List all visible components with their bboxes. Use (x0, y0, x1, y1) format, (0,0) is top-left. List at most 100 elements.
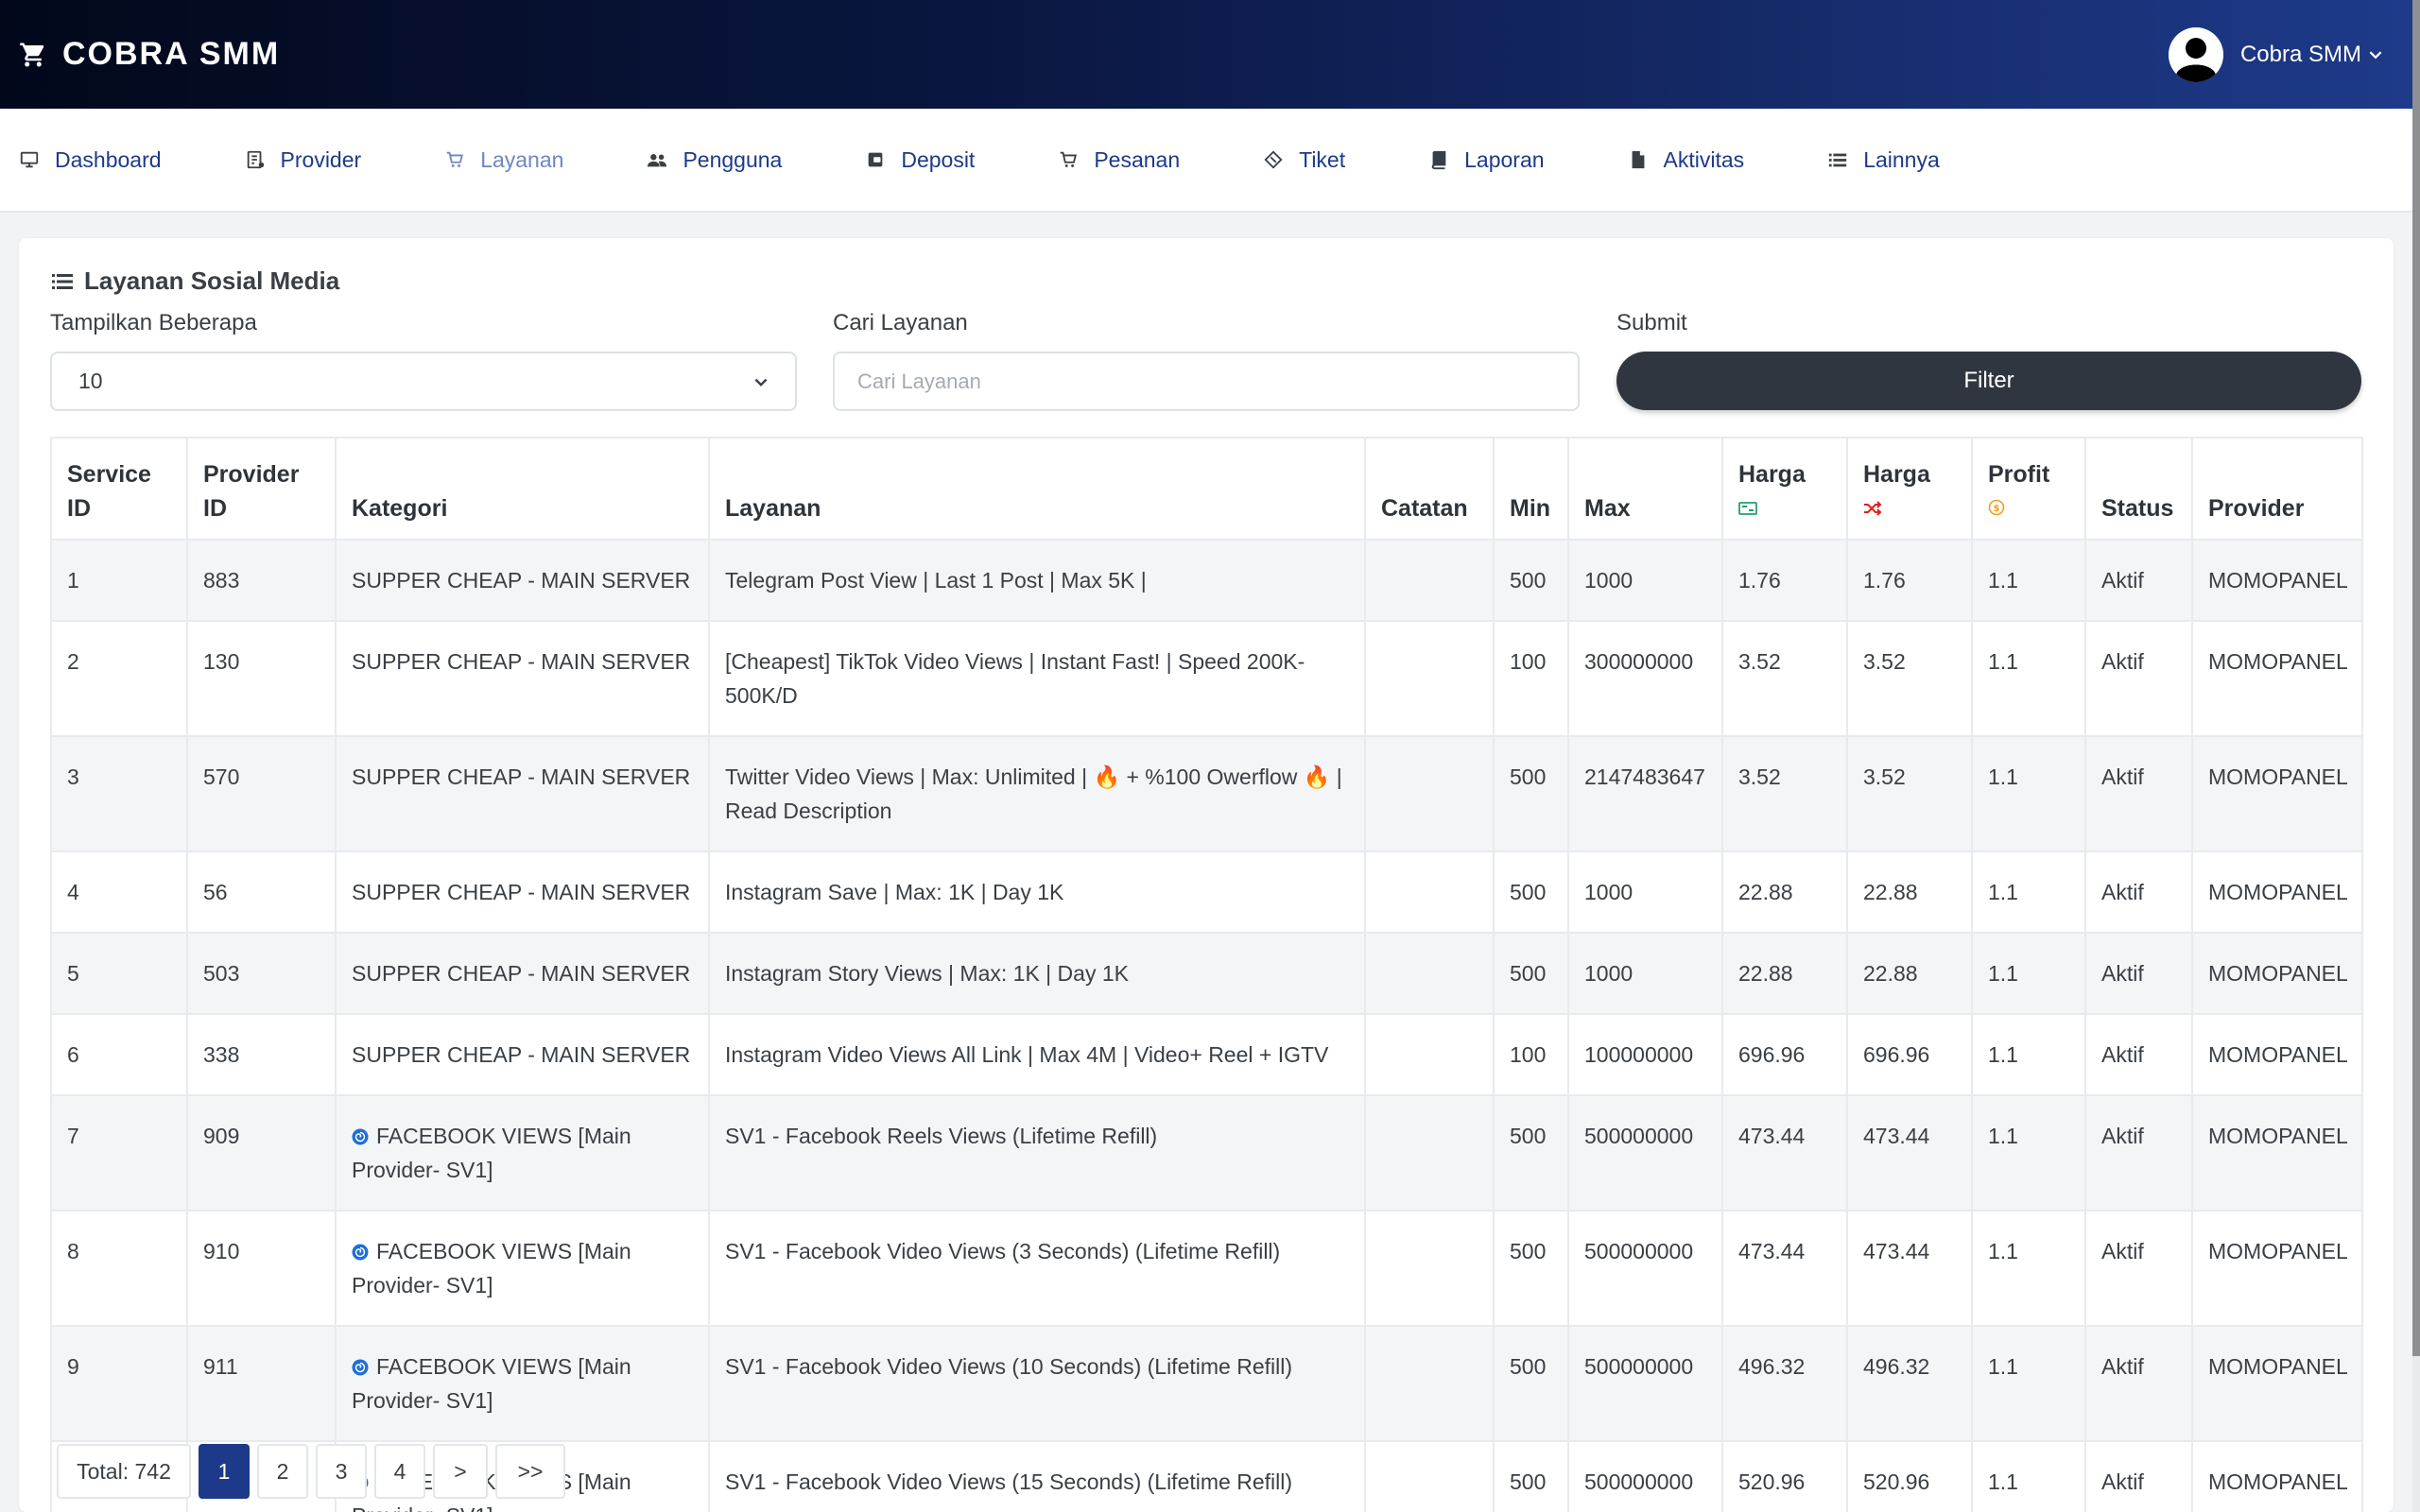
cell-provider: MOMOPANEL (2191, 735, 2363, 852)
cell-provider: MOMOPANEL (2191, 539, 2363, 622)
nav-dashboard[interactable]: Dashboard (19, 147, 162, 173)
cell-harga-1: 520.96 (1721, 1440, 1848, 1512)
page-4-button[interactable]: 4 (374, 1444, 425, 1499)
cell-service-id: 8 (50, 1210, 188, 1327)
col-status[interactable]: Status (2084, 437, 2193, 541)
cell-provider: MOMOPANEL (2191, 1325, 2363, 1442)
cell-layanan: Instagram Video Views All Link | Max 4M … (708, 1013, 1366, 1096)
cell-profit: 1.1 (1971, 1094, 2086, 1211)
col-max[interactable]: Max (1567, 437, 1723, 541)
cell-status: Aktif (2084, 1325, 2193, 1442)
cell-min: 500 (1493, 539, 1569, 622)
nav-label: Dashboard (55, 146, 162, 172)
show-count-select[interactable]: 10 (50, 352, 797, 411)
col-catatan[interactable]: Catatan (1364, 437, 1495, 541)
nav-label: Tiket (1299, 146, 1346, 172)
brand[interactable]: COBRA SMM (19, 36, 280, 73)
col-profit[interactable]: Profit $ (1971, 437, 2086, 541)
page-scrollbar[interactable] (2412, 0, 2420, 1512)
cell-status: Aktif (2084, 1013, 2193, 1096)
cell-kategori: SUPPER CHEAP - MAIN SERVER (335, 735, 710, 852)
user-menu[interactable]: Cobra SMM (2168, 26, 2401, 82)
table-row: 3 570 SUPPER CHEAP - MAIN SERVER Twitter Vi… (50, 735, 2363, 852)
cell-service-id: 7 (50, 1094, 188, 1211)
server-icon (247, 150, 264, 169)
cell-kategori: SUPPER CHEAP - MAIN SERVER (335, 932, 710, 1015)
cell-provider: MOMOPANEL (2191, 620, 2363, 737)
page-2-button[interactable]: 2 (257, 1444, 308, 1499)
cell-harga-1: 3.52 (1721, 735, 1848, 852)
cell-harga-2: 473.44 (1846, 1210, 1973, 1327)
table-body: 1 883 SUPPER CHEAP - MAIN SERVER Telegram P… (50, 539, 2363, 1512)
col-min[interactable]: Min (1493, 437, 1569, 541)
cell-min: 500 (1493, 1210, 1569, 1327)
col-harga-2[interactable]: Harga (1846, 437, 1973, 541)
cell-harga-1: 496.32 (1721, 1325, 1848, 1442)
cell-status: Aktif (2084, 1094, 2193, 1211)
cell-profit: 1.1 (1971, 1013, 2086, 1096)
cell-max: 1000 (1567, 932, 1723, 1015)
cell-layanan: SV1 - Facebook Reels Views (Lifetime Ref… (708, 1094, 1366, 1211)
nav-lainnya[interactable]: Lainnya (1827, 147, 1940, 173)
cell-provider-id: 910 (186, 1210, 337, 1327)
nav-laporan[interactable]: Laporan (1428, 147, 1545, 173)
nav-tiket[interactable]: Tiket (1263, 147, 1345, 173)
cell-max: 500000000 (1567, 1325, 1723, 1442)
cell-status: Aktif (2084, 1440, 2193, 1512)
next-page-button[interactable]: > (433, 1444, 488, 1499)
cell-provider-id: 56 (186, 850, 337, 934)
search-input[interactable] (857, 369, 1555, 394)
cell-harga-2: 22.88 (1846, 932, 1973, 1015)
page-3-button[interactable]: 3 (316, 1444, 367, 1499)
cell-max: 1000 (1567, 850, 1723, 934)
search-field[interactable] (833, 352, 1580, 411)
cell-layanan: SV1 - Facebook Video Views (3 Seconds) (… (708, 1210, 1366, 1327)
cell-provider: MOMOPANEL (2191, 850, 2363, 934)
col-harga-2-label: Harga (1863, 461, 1930, 488)
table-row: 1 883 SUPPER CHEAP - MAIN SERVER Telegram P… (50, 539, 2363, 622)
col-service-id[interactable]: Service ID (50, 437, 188, 541)
cell-kategori: SUPPER CHEAP - MAIN SERVER (335, 1013, 710, 1096)
col-provider[interactable]: Provider (2191, 437, 2363, 541)
user-name: Cobra SMM (2239, 41, 2361, 67)
cell-min: 500 (1493, 1094, 1569, 1211)
nav-layanan[interactable]: Layanan (444, 147, 563, 173)
col-provider-id[interactable]: Provider ID (186, 437, 337, 541)
nav-pesanan[interactable]: Pesanan (1058, 147, 1180, 173)
spiral-icon (352, 1359, 369, 1376)
nav-deposit[interactable]: Deposit (865, 147, 975, 173)
kategori-text: FACEBOOK VIEWS [Main Provider- SV1] (352, 1124, 631, 1182)
user-avatar-icon (2168, 26, 2223, 82)
nav-label: Aktivitas (1663, 146, 1745, 172)
cell-service-id: 3 (50, 735, 188, 852)
nav-label: Lainnya (1863, 146, 1940, 172)
nav-aktivitas[interactable]: Aktivitas (1628, 146, 1745, 173)
nav-provider[interactable]: Provider (245, 147, 361, 173)
services-table: Service ID Provider ID Kategori Layanan … (50, 437, 2363, 1512)
cell-layanan: Instagram Save | Max: 1K | Day 1K (708, 850, 1366, 934)
money-icon (1738, 502, 1757, 515)
cell-harga-1: 696.96 (1721, 1013, 1848, 1096)
filter-button[interactable]: Filter (1616, 352, 2361, 410)
cell-service-id: 5 (50, 932, 188, 1015)
nav-pengguna[interactable]: Pengguna (647, 147, 782, 173)
cell-catatan (1364, 1440, 1495, 1512)
cell-min: 500 (1493, 1440, 1569, 1512)
col-harga-1[interactable]: Harga (1721, 437, 1848, 541)
cell-layanan: [Cheapest] TikTok Video Views | Instant … (708, 620, 1366, 737)
cell-layanan: Instagram Story Views | Max: 1K | Day 1K (708, 932, 1366, 1015)
file-icon (1632, 150, 1644, 169)
col-kategori[interactable]: Kategori (335, 437, 710, 541)
last-page-button[interactable]: >> (495, 1444, 565, 1499)
chevron-down-icon (2369, 50, 2382, 59)
users-icon (648, 154, 667, 167)
cell-profit: 1.1 (1971, 1440, 2086, 1512)
card-title-text: Layanan Sosial Media (84, 266, 340, 295)
scrollbar-thumb[interactable] (2412, 0, 2420, 1356)
table-row: 2 130 SUPPER CHEAP - MAIN SERVER [Cheapest]… (50, 620, 2363, 737)
col-profit-label: Profit (1988, 461, 2050, 488)
cell-min: 500 (1493, 1325, 1569, 1442)
col-layanan[interactable]: Layanan (708, 437, 1366, 541)
page-1-button[interactable]: 1 (199, 1444, 250, 1499)
table-header-row: Service ID Provider ID Kategori Layanan … (50, 437, 2363, 541)
